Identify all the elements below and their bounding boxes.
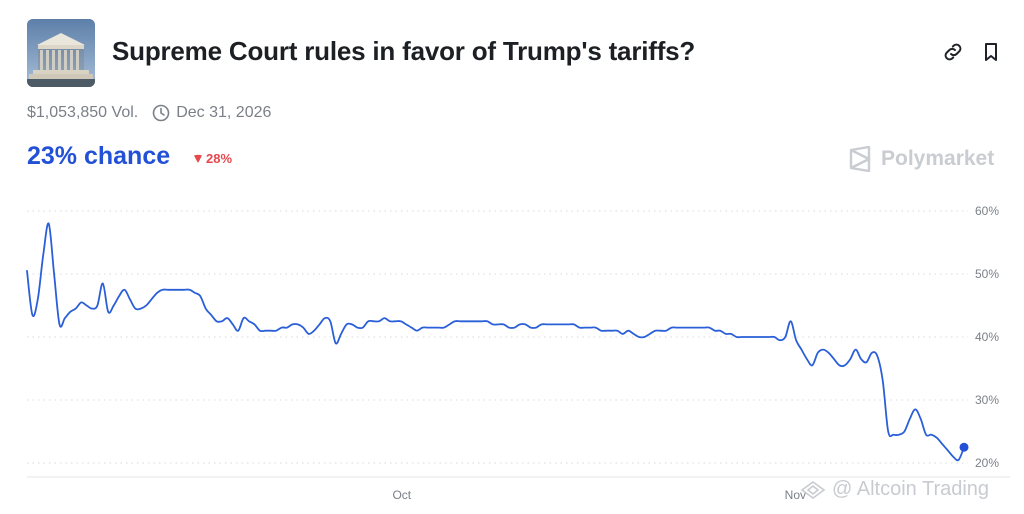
market-meta: $1,053,850 Vol. Dec 31, 2026 xyxy=(27,104,271,122)
supreme-court-building-icon xyxy=(27,19,95,87)
bookmark-icon[interactable] xyxy=(979,40,1003,64)
polymarket-icon xyxy=(849,146,871,172)
change-badge: 28% xyxy=(193,151,232,166)
y-tick-label: 30% xyxy=(975,393,999,407)
watermark-text: @ Altcoin Trading xyxy=(832,478,990,500)
market-title: Supreme Court rules in favor of Trump's … xyxy=(112,36,696,66)
x-tick-label: Oct xyxy=(392,488,411,502)
volume-label: $1,053,850 Vol. xyxy=(27,104,139,121)
change-value: 28% xyxy=(206,151,233,166)
watermark-logo-icon xyxy=(800,480,826,499)
y-tick-label: 40% xyxy=(975,330,999,344)
market-thumbnail xyxy=(27,19,95,87)
series-line xyxy=(26,222,965,462)
chance-value: 23% chance xyxy=(27,142,171,170)
price-history-chart: 60% 50% 40% 30% 20% Oct Nov xyxy=(26,204,1010,502)
y-tick-label: 50% xyxy=(975,267,999,281)
polymarket-logo: Polymarket xyxy=(848,146,994,172)
x-tick-label: Nov xyxy=(785,488,806,502)
y-tick-label: 60% xyxy=(975,204,999,218)
brand-name: Polymarket xyxy=(881,147,995,170)
clock-icon xyxy=(152,104,170,122)
link-icon[interactable] xyxy=(941,40,965,64)
y-tick-label: 20% xyxy=(975,456,999,470)
watermark: @ Altcoin Trading xyxy=(800,478,989,501)
end-date-label: Dec 31, 2026 xyxy=(176,104,272,121)
last-point-marker xyxy=(959,442,969,452)
down-arrow-icon xyxy=(194,154,202,163)
